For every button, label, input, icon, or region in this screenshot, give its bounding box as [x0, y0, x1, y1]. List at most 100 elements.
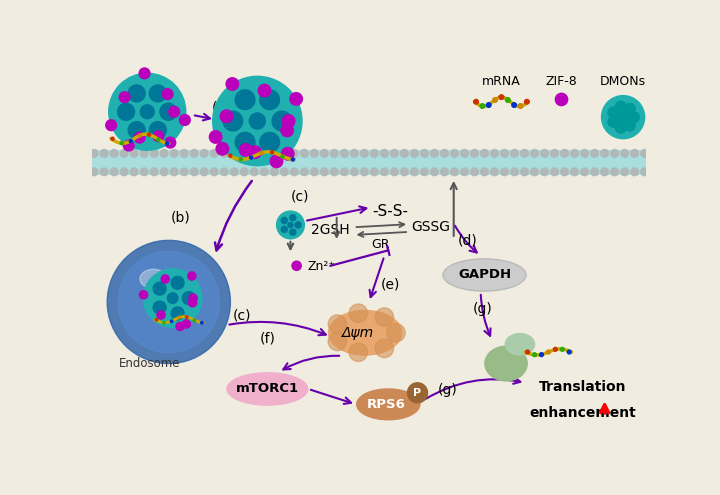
Circle shape — [150, 168, 158, 176]
Circle shape — [210, 131, 222, 143]
Ellipse shape — [328, 310, 402, 355]
Circle shape — [178, 316, 181, 319]
Circle shape — [250, 156, 253, 159]
Circle shape — [148, 133, 150, 136]
Circle shape — [186, 316, 188, 318]
Circle shape — [138, 134, 141, 137]
Circle shape — [531, 168, 539, 176]
Circle shape — [328, 332, 346, 350]
Circle shape — [230, 168, 238, 176]
Circle shape — [272, 111, 292, 131]
Circle shape — [400, 168, 408, 176]
Circle shape — [349, 343, 367, 361]
Circle shape — [153, 282, 166, 295]
Circle shape — [100, 168, 108, 176]
Circle shape — [351, 168, 359, 176]
Circle shape — [261, 168, 268, 176]
Circle shape — [390, 149, 398, 157]
Circle shape — [492, 98, 498, 102]
Circle shape — [143, 269, 202, 327]
Circle shape — [161, 168, 168, 176]
Circle shape — [261, 149, 268, 157]
Circle shape — [230, 149, 238, 157]
Circle shape — [618, 112, 628, 122]
Circle shape — [611, 168, 618, 176]
Circle shape — [226, 78, 238, 90]
Circle shape — [290, 149, 298, 157]
Text: P: P — [413, 388, 422, 398]
Circle shape — [117, 103, 135, 120]
Circle shape — [251, 168, 258, 176]
Circle shape — [533, 353, 536, 356]
Circle shape — [641, 149, 649, 157]
Text: (e): (e) — [381, 278, 400, 292]
Circle shape — [601, 96, 644, 139]
Circle shape — [480, 104, 485, 108]
Circle shape — [123, 140, 134, 151]
Circle shape — [153, 131, 164, 142]
Circle shape — [290, 168, 298, 176]
Circle shape — [500, 149, 508, 157]
Circle shape — [471, 168, 478, 176]
Circle shape — [120, 92, 130, 102]
Circle shape — [451, 168, 459, 176]
Circle shape — [505, 98, 510, 102]
Text: GSSG: GSSG — [411, 220, 450, 234]
Circle shape — [351, 149, 359, 157]
Circle shape — [223, 111, 243, 131]
Circle shape — [166, 142, 168, 145]
Text: (b): (b) — [171, 210, 190, 224]
Circle shape — [561, 149, 568, 157]
Ellipse shape — [444, 260, 525, 290]
Circle shape — [220, 110, 233, 122]
Circle shape — [260, 151, 263, 154]
Circle shape — [487, 102, 491, 107]
Circle shape — [106, 120, 117, 131]
Circle shape — [320, 168, 328, 176]
Circle shape — [300, 168, 308, 176]
Text: Δψm: Δψm — [341, 326, 374, 340]
Circle shape — [182, 320, 190, 328]
Circle shape — [120, 142, 123, 145]
Circle shape — [621, 149, 629, 157]
Circle shape — [201, 322, 203, 324]
Circle shape — [330, 168, 338, 176]
Circle shape — [180, 168, 188, 176]
Circle shape — [420, 168, 428, 176]
Circle shape — [441, 149, 449, 157]
Circle shape — [571, 149, 578, 157]
Circle shape — [541, 168, 549, 176]
Circle shape — [140, 105, 154, 119]
Circle shape — [481, 168, 488, 176]
Circle shape — [271, 151, 274, 154]
Text: 2GSH: 2GSH — [311, 223, 350, 237]
Circle shape — [292, 261, 301, 270]
Circle shape — [168, 106, 179, 117]
Ellipse shape — [140, 269, 167, 289]
Circle shape — [100, 149, 108, 157]
Circle shape — [240, 144, 252, 156]
Circle shape — [171, 320, 173, 322]
Circle shape — [375, 339, 394, 358]
Circle shape — [431, 149, 438, 157]
Circle shape — [499, 95, 504, 99]
Circle shape — [616, 122, 626, 133]
Text: (c): (c) — [290, 189, 309, 203]
Circle shape — [210, 168, 218, 176]
Circle shape — [608, 116, 618, 127]
Circle shape — [590, 168, 598, 176]
Circle shape — [210, 149, 218, 157]
Circle shape — [260, 90, 279, 109]
Circle shape — [300, 149, 308, 157]
Circle shape — [216, 143, 229, 155]
Circle shape — [190, 149, 198, 157]
Text: -S-S-: -S-S- — [372, 203, 408, 219]
Ellipse shape — [505, 334, 534, 355]
Circle shape — [220, 149, 228, 157]
Circle shape — [156, 318, 158, 321]
Circle shape — [167, 293, 178, 303]
Circle shape — [624, 103, 635, 114]
Circle shape — [188, 272, 196, 280]
Circle shape — [200, 149, 208, 157]
Circle shape — [420, 149, 428, 157]
